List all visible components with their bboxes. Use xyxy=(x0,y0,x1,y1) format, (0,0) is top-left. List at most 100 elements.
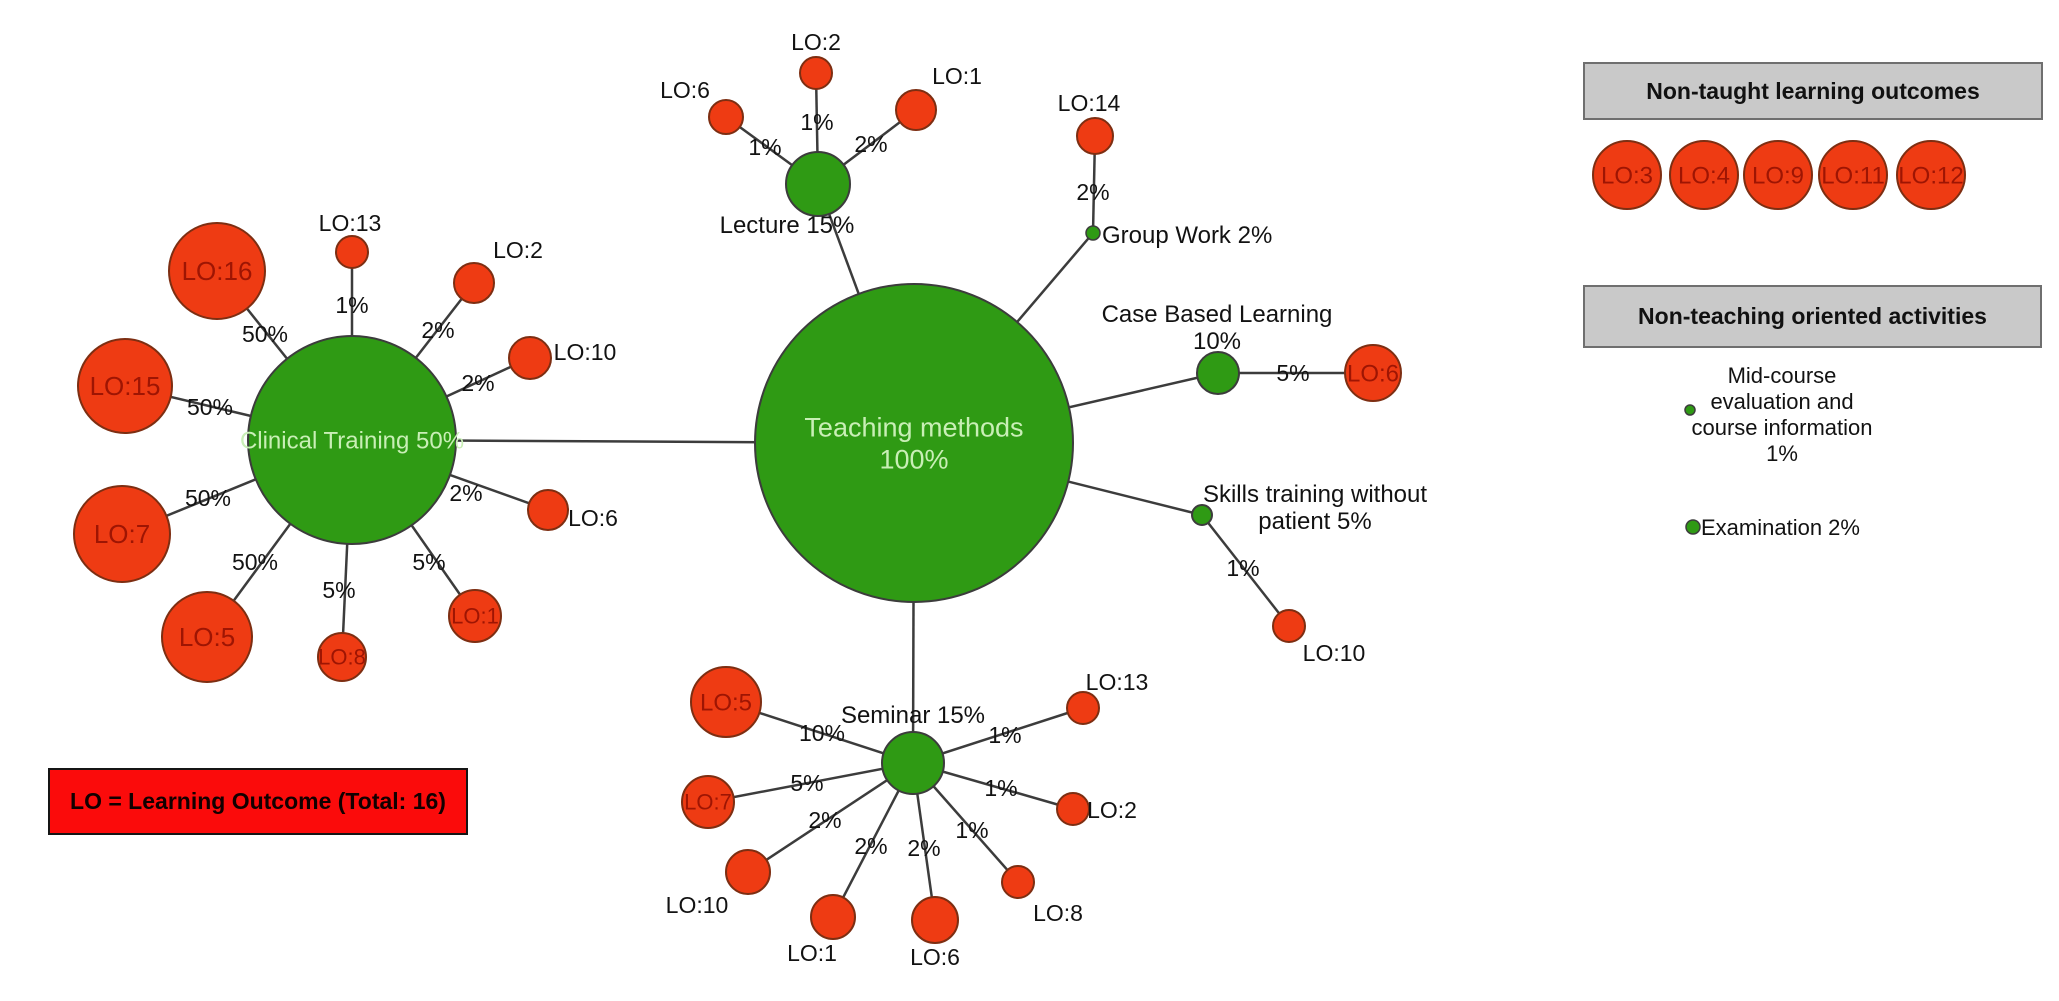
node-label-cl-lo2: LO:2 xyxy=(493,237,543,263)
node-label-nt-lo9: LO:9 xyxy=(1752,162,1804,189)
node-label-sem-lo6: LO:6 xyxy=(910,944,960,970)
node-label-cl-lo10: LO:10 xyxy=(554,339,617,365)
node-label-sem-lo13: LO:13 xyxy=(1086,669,1149,695)
edge-label-clinical-cl-lo8: 5% xyxy=(322,577,355,603)
node-label-clinical: Clinical Training 50% xyxy=(240,427,464,454)
edge-label-clinical-cl-lo10: 2% xyxy=(461,370,494,396)
non-teaching-activities-title: Non-teaching oriented activities xyxy=(1638,303,1987,329)
non-taught-outcomes-title: Non-taught learning outcomes xyxy=(1646,77,1980,104)
edge-label-clinical-lo16: 50% xyxy=(242,321,288,347)
node-label-lo16: LO:16 xyxy=(182,256,253,286)
node-cbl-lo6 xyxy=(1344,344,1402,402)
node-nt-lo12 xyxy=(1896,140,1966,210)
node-label-midcourse: evaluation and xyxy=(1710,389,1853,414)
node-sem-lo7 xyxy=(681,775,735,829)
edge-label-clinical-cl-lo1: 5% xyxy=(412,549,445,575)
edge-seminar-sem-lo7 xyxy=(707,761,914,804)
edge-label-skills-sk-lo10: 1% xyxy=(1226,555,1259,581)
node-nt-lo3 xyxy=(1592,140,1662,210)
edge-label-clinical-cl-lo2: 2% xyxy=(421,317,454,343)
edge-label-clinical-cl-lo5: 50% xyxy=(232,549,278,575)
node-skills xyxy=(1191,504,1213,526)
node-cl-lo8 xyxy=(317,632,367,682)
node-label-lec-lo1: LO:1 xyxy=(932,63,982,89)
node-label-sem-lo8: LO:8 xyxy=(1033,900,1083,926)
edge-skills-sk-lo10 xyxy=(1201,514,1290,627)
node-label-cbl-lo6: LO:6 xyxy=(1347,360,1399,387)
node-lec-lo1 xyxy=(895,89,937,131)
edge-label-clinical-cl-lo6: 2% xyxy=(449,480,482,506)
node-sem-lo13 xyxy=(1066,691,1100,725)
node-label-cbl: Case Based Learning xyxy=(1102,301,1333,328)
lo-legend-box: LO = Learning Outcome (Total: 16) xyxy=(48,768,468,835)
edge-label-lecture-lec-lo1: 2% xyxy=(854,131,887,157)
node-label-cbl: 10% xyxy=(1193,328,1241,355)
node-label-lec-lo6: LO:6 xyxy=(660,77,710,103)
node-sem-lo8 xyxy=(1001,865,1035,899)
node-cbl xyxy=(1196,351,1240,395)
node-label-sk-lo10: LO:10 xyxy=(1303,640,1366,666)
node-sem-lo6 xyxy=(911,896,959,944)
node-label-skills: patient 5% xyxy=(1258,508,1371,535)
node-label-seminar: Seminar 15% xyxy=(841,702,985,729)
node-label-exam: Examination 2% xyxy=(1701,515,1860,540)
node-label-sem-lo10: LO:10 xyxy=(666,892,729,918)
node-label-lo15: LO:15 xyxy=(90,371,161,401)
node-label-lecture: Lecture 15% xyxy=(720,212,855,239)
node-label-midcourse: 1% xyxy=(1766,441,1798,466)
edge-label-lecture-lec-lo2: 1% xyxy=(800,109,833,135)
edge-label-clinical-lo15: 50% xyxy=(187,394,233,420)
node-label-skills: Skills training without xyxy=(1203,481,1427,508)
node-label-nt-lo3: LO:3 xyxy=(1601,162,1653,189)
edge-label-seminar-sem-lo5: 10% xyxy=(799,720,845,746)
node-label-cl-lo1: LO:1 xyxy=(451,604,499,629)
node-seminar xyxy=(881,731,945,795)
node-label-nt-lo4: LO:4 xyxy=(1678,162,1730,189)
node-nt-lo4 xyxy=(1669,140,1739,210)
node-cl-lo6 xyxy=(527,489,569,531)
node-label-teaching: Teaching methods xyxy=(804,412,1023,442)
node-label-midcourse: course information xyxy=(1692,415,1873,440)
node-midcourse xyxy=(1684,404,1696,416)
node-label-nt-lo11: LO:11 xyxy=(1821,162,1885,189)
edge-label-clinical-cl-lo7: 50% xyxy=(185,485,231,511)
node-cl-lo5 xyxy=(161,591,253,683)
node-lo16 xyxy=(168,222,266,320)
edge-label-seminar-sem-lo6: 2% xyxy=(907,835,940,861)
node-label-lo14: LO:14 xyxy=(1058,90,1121,116)
edge-label-seminar-sem-lo1: 2% xyxy=(854,833,887,859)
node-label-cl-lo8: LO:8 xyxy=(318,645,366,670)
node-label-sem-lo2: LO:2 xyxy=(1087,797,1137,823)
edge-label-seminar-sem-lo8: 1% xyxy=(955,817,988,843)
node-cl-lo2 xyxy=(453,262,495,304)
node-label-midcourse: Mid-course xyxy=(1728,363,1837,388)
edge-label-seminar-sem-lo10: 2% xyxy=(808,807,841,833)
node-label-nt-lo12: LO:12 xyxy=(1898,162,1963,189)
node-lec-lo6 xyxy=(708,99,744,135)
node-clinical xyxy=(247,335,457,545)
node-nt-lo9 xyxy=(1743,140,1813,210)
edge-label-groupwork-lo14: 2% xyxy=(1076,179,1109,205)
node-label-sem-lo1: LO:1 xyxy=(787,940,837,966)
lo-legend-text: LO = Learning Outcome (Total: 16) xyxy=(70,788,446,814)
node-sk-lo10 xyxy=(1272,609,1306,643)
node-cl-lo1 xyxy=(448,589,502,643)
edge-seminar-sem-lo10 xyxy=(747,761,914,874)
node-groupwork xyxy=(1085,225,1101,241)
node-label-lec-lo2: LO:2 xyxy=(791,29,841,55)
node-label-cl-lo7: LO:7 xyxy=(94,519,150,549)
edge-label-seminar-sem-lo2: 1% xyxy=(984,775,1017,801)
node-sem-lo5 xyxy=(690,666,762,738)
node-lecture xyxy=(785,151,851,217)
node-lec-lo2 xyxy=(799,56,833,90)
nodes-layer xyxy=(73,56,1966,944)
node-exam xyxy=(1685,519,1701,535)
edge-label-seminar-sem-lo13: 1% xyxy=(988,722,1021,748)
node-sem-lo2 xyxy=(1056,792,1090,826)
node-lo14 xyxy=(1076,117,1114,155)
non-taught-outcomes-panel: Non-taught learning outcomes xyxy=(1583,62,2043,120)
node-nt-lo11 xyxy=(1818,140,1888,210)
